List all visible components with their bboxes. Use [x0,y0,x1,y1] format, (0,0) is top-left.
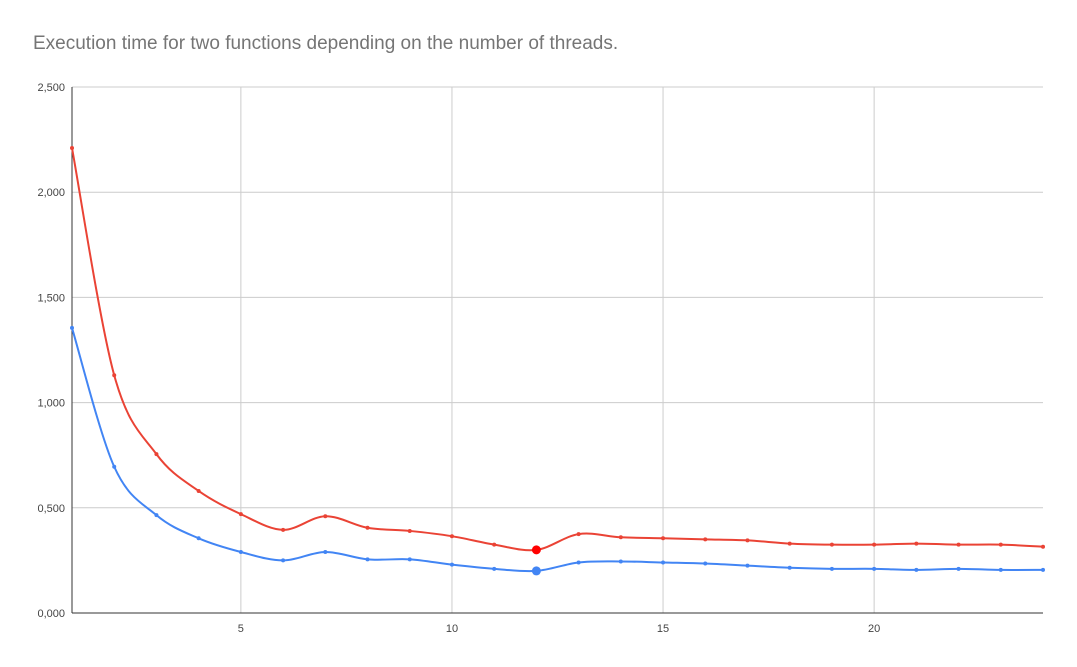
data-point [829,542,834,547]
data-point [618,559,623,564]
y-tick-label: 2,500 [37,82,65,94]
data-point [998,567,1003,572]
data-point [154,452,159,457]
highlighted-data-point [531,566,541,576]
data-point [956,542,961,547]
data-point [281,558,286,563]
data-point [914,567,919,572]
y-tick-label: 1,500 [37,292,65,304]
x-tick-label: 5 [238,623,244,635]
data-point [1041,544,1045,549]
x-tick-label: 10 [446,623,458,635]
data-point [365,557,370,562]
data-point [407,528,412,533]
data-point [492,566,497,571]
data-point [196,488,201,493]
x-tick-label: 15 [657,623,669,635]
data-point [829,566,834,571]
chart-title: Execution time for two functions dependi… [33,33,619,54]
data-point [196,536,201,541]
data-point [914,541,919,546]
y-tick-label: 2,000 [37,187,65,199]
data-point [787,565,792,570]
data-point [492,542,497,547]
data-point [323,514,328,519]
y-tick-label: 0,500 [37,503,65,515]
data-point [787,541,792,546]
data-point [703,561,708,566]
data-point [449,562,454,567]
data-point [998,542,1003,547]
data-point [618,535,623,540]
data-point [661,560,666,565]
data-point [956,566,961,571]
data-point [238,549,243,554]
data-point [281,527,286,532]
data-point [112,464,117,469]
data-point [70,325,74,330]
data-point [1041,567,1045,572]
data-points [70,146,1045,576]
gridlines [72,86,1043,613]
series-line-1 [71,327,1044,573]
axes [71,87,1043,614]
data-point [703,537,708,542]
highlighted-data-point [531,545,541,555]
data-point [238,512,243,517]
data-point [661,536,666,541]
data-point [407,557,412,562]
x-tick-labels: 5 10 15 20 [238,623,880,635]
data-point [576,532,581,537]
data-point [323,549,328,554]
data-point [576,560,581,565]
data-point [154,513,159,518]
y-tick-label: 1,000 [37,398,65,410]
data-point [70,146,74,151]
y-tick-labels: 0,000 0,500 1,000 1,500 2,000 2,500 [37,82,65,620]
series-line-0 [71,147,1044,552]
data-point [365,525,370,530]
data-point [449,534,454,539]
x-tick-label: 20 [868,623,880,635]
data-point [112,373,117,378]
data-point [745,563,750,568]
data-point [745,538,750,543]
data-point [872,566,877,571]
data-point [872,542,877,547]
y-tick-label: 0,000 [37,608,65,620]
